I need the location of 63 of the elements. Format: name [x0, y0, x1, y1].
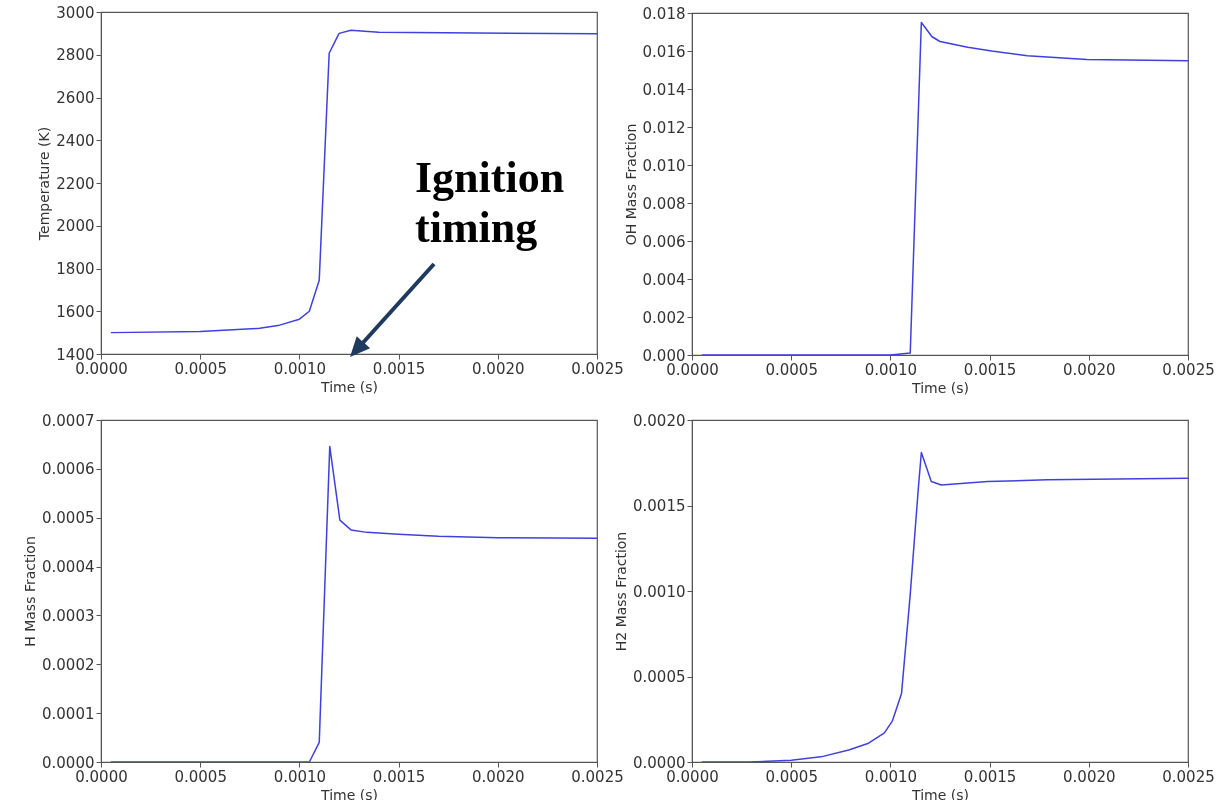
y-axis-title: H Mass Fraction	[22, 536, 39, 647]
y-tick-label: 0.012	[642, 118, 686, 137]
y-tick-label: 2800	[56, 46, 95, 65]
y-tick-label: 0.018	[642, 4, 686, 23]
y-tick-label: 2400	[56, 131, 95, 150]
x-tick-label: 0.0020	[472, 359, 525, 378]
x-tick-label: 0.0025	[571, 359, 624, 378]
y-tick-label: 0.010	[642, 156, 686, 175]
y-tick-label: 0.004	[642, 270, 686, 289]
x-tick-label: 0.0020	[1063, 360, 1116, 379]
x-tick-label: 0.0005	[765, 767, 818, 786]
x-tick-label: 0.0025	[1162, 360, 1215, 379]
x-tick-label: 0.0015	[372, 767, 426, 786]
y-tick-label: 0.002	[642, 308, 686, 327]
y-tick-label: 0.0001	[42, 704, 95, 723]
line-series	[110, 29, 597, 334]
x-tick-label: 0.0010	[864, 767, 918, 786]
x-tick-label: 0.0005	[765, 360, 818, 379]
x-tick-label: 0.0020	[472, 767, 525, 786]
y-tick-label: 0.0010	[633, 582, 686, 601]
x-tick-label: 0.0005	[174, 359, 227, 378]
y-tick-label: 0.0005	[633, 668, 686, 686]
y-tick-label: 2600	[56, 89, 95, 107]
y-tick-label: 0.0006	[42, 460, 95, 479]
x-tick-label: 0.0000	[666, 767, 719, 786]
y-tick-label: 1800	[56, 260, 95, 278]
y-axis-title: Temperature (K)	[36, 126, 53, 242]
y-tick-label: 0.008	[642, 194, 686, 213]
y-tick-label: 0.0005	[42, 509, 95, 528]
annotation: Ignition timing	[415, 153, 565, 252]
x-tick-label: 0.0015	[372, 359, 426, 378]
x-tick-label: 0.0000	[666, 360, 719, 379]
y-tick-label: 0.0003	[42, 606, 95, 625]
y-tick-label: 0.006	[642, 232, 686, 251]
y-tick-label: 0.0015	[633, 497, 686, 515]
line-series	[110, 445, 597, 762]
line-series	[701, 21, 1188, 355]
x-tick-label: 0.0020	[1063, 767, 1116, 786]
x-tick-label: 0.0010	[273, 767, 327, 786]
y-tick-label: 0.016	[642, 42, 686, 61]
y-tick-label: 0.0002	[42, 655, 95, 674]
x-axis-title: Time (s)	[320, 378, 378, 395]
x-axis-title: Time (s)	[911, 379, 969, 396]
y-tick-label: 0.0020	[633, 411, 686, 430]
y-axis-title: OH Mass Fraction	[622, 123, 639, 246]
x-tick-label: 0.0005	[174, 767, 227, 786]
x-tick-label: 0.0015	[963, 360, 1017, 379]
y-tick-label: 0.014	[642, 80, 686, 99]
y-tick-label: 3000	[56, 3, 95, 22]
line-series	[701, 451, 1188, 762]
x-tick-label: 0.0010	[864, 360, 918, 379]
y-tick-label: 2200	[56, 174, 95, 193]
y-tick-label: 2000	[56, 217, 95, 236]
x-tick-label: 0.0025	[1162, 767, 1215, 786]
y-axis-title: H2 Mass Fraction	[613, 531, 630, 652]
y-tick-label: 1600	[56, 302, 95, 321]
x-tick-label: 0.0000	[75, 767, 128, 786]
y-tick-label: 0.0004	[42, 558, 95, 577]
x-tick-label: 0.0000	[75, 359, 128, 378]
x-tick-label: 0.0025	[571, 767, 624, 786]
x-tick-label: 0.0015	[963, 767, 1017, 786]
y-tick-label: 0.0007	[42, 411, 95, 430]
x-tick-label: 0.0010	[273, 359, 327, 378]
